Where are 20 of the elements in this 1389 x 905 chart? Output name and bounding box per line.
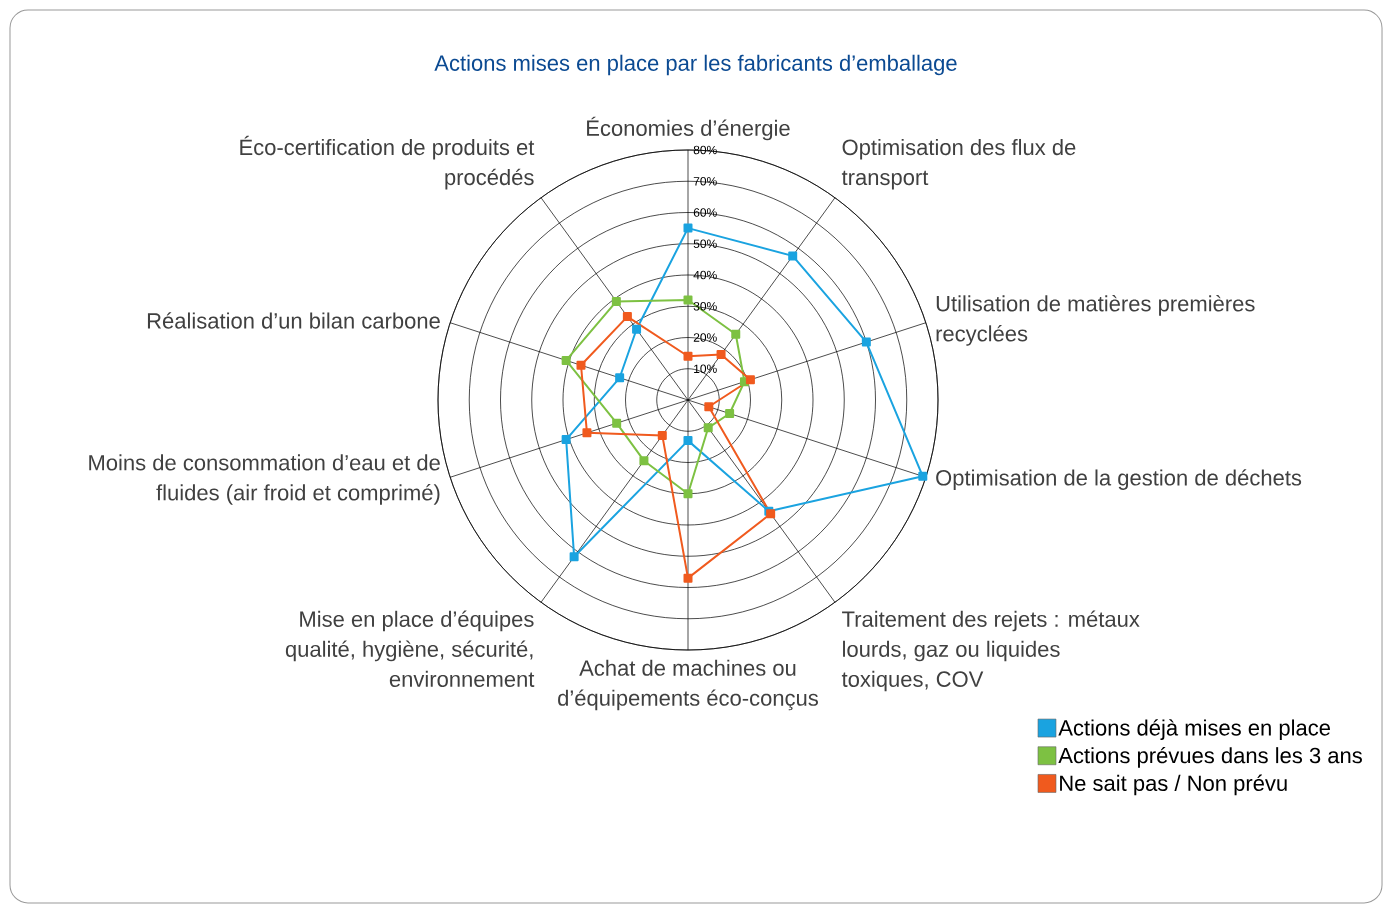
spoke-label: Économies d’énergie [587,116,790,141]
legend-label: Actions déjà mises en place [1058,719,1330,740]
y-tick-label: 60% [693,208,717,217]
spoke-label: Utilisation de matières premières recyclées [936,295,1255,346]
spoke-label: Optimisation de la gestion de déchets [936,469,1302,490]
legend-label: Actions prévues dans les 3 ans [1058,746,1362,768]
spoke-label: Optimisation des flux de transport [841,138,1076,190]
y-tick-label: 20% [693,333,717,342]
spoke-label: Réalisation d’un bilan carbone [147,312,440,329]
y-tick-label: 40% [693,270,717,280]
spoke-label: Achat de machines ou d’équipements éco-conçus [558,659,818,711]
spoke-label: Moins de consommation d’eau et de fluides (air froid et comprimé) [89,454,440,505]
chart-title: Actions mises en place par les fabricants d’emballage [434,54,957,76]
spoke-label: Éco-certification de produits et procédés [240,135,535,190]
y-tick-label: 70% [693,177,717,186]
y-tick-label: 10% [694,364,717,373]
legend-label: Ne sait pas / Non prévu [1060,774,1287,796]
spoke-label: Traitement des rejets : métaux lourds, gaz ou liquides toxiques, COV [841,610,1140,692]
y-tick-label: 50% [693,239,717,248]
spoke-label: Mise en place d’équipes qualité, hygiène, sécurité, environnement [285,610,535,687]
